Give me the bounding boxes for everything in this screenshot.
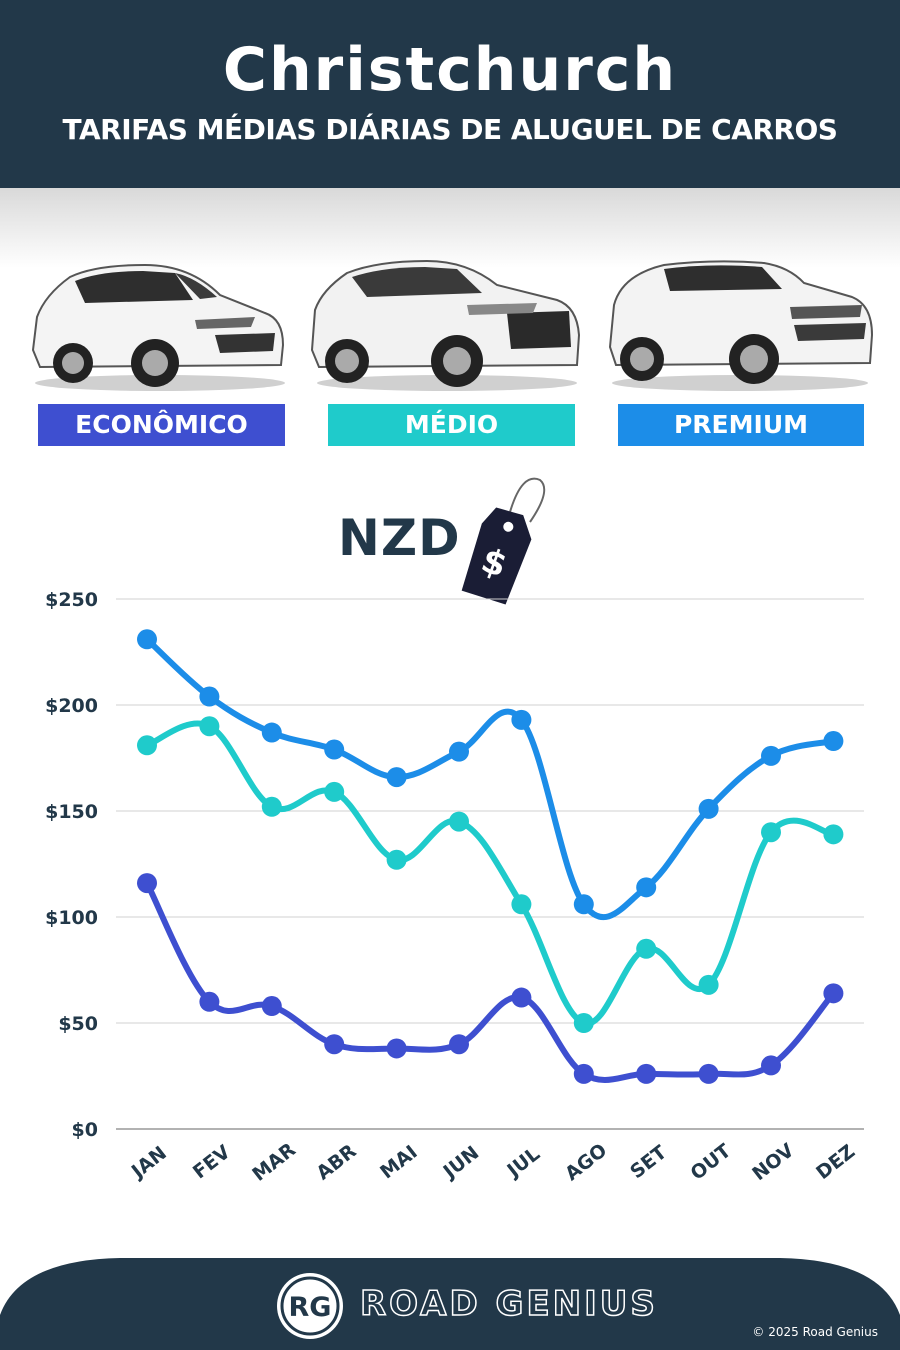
data-point	[324, 1034, 345, 1055]
data-point	[636, 938, 657, 959]
data-point	[386, 767, 407, 788]
data-point	[573, 1013, 594, 1033]
brand-name: ROAD GENIUS	[359, 1283, 658, 1325]
page-title: Christchurch	[222, 35, 678, 105]
data-point	[137, 735, 157, 756]
data-point	[449, 741, 469, 762]
data-point	[698, 974, 719, 995]
logo-text: RG	[289, 1292, 332, 1323]
y-tick-label: $150	[45, 801, 98, 823]
data-point	[324, 781, 345, 802]
data-point	[823, 731, 844, 752]
data-point	[324, 739, 345, 760]
data-point	[511, 709, 532, 730]
x-tick-label: MAI	[376, 1141, 422, 1183]
legend-midsize: MÉDIO	[328, 404, 575, 446]
footer	[0, 1258, 900, 1350]
data-point	[199, 686, 220, 707]
data-point	[761, 1055, 781, 1076]
line-chart: $0 $50 $100 $150 $200 $250 JAN FEV MAR ABR MAI JUN…	[45, 589, 864, 1186]
y-tick-label: $100	[45, 907, 98, 929]
data-point	[636, 877, 657, 898]
data-point	[761, 822, 781, 843]
data-point	[573, 894, 594, 915]
data-point	[137, 629, 157, 650]
y-tick-label: $50	[58, 1013, 98, 1035]
data-point	[511, 987, 532, 1008]
x-tick-label: ABR	[312, 1140, 360, 1185]
legend-premium-label: PREMIUM	[618, 404, 864, 446]
data-point	[573, 1063, 594, 1084]
data-point	[511, 894, 532, 915]
page-subtitle: TARIFAS MÉDIAS DIÁRIAS DE ALUGUEL DE CAR…	[62, 113, 838, 146]
data-point	[761, 745, 781, 766]
x-tick-label: OUT	[687, 1140, 736, 1185]
data-point	[199, 991, 220, 1012]
x-tick-label: NOV	[748, 1139, 798, 1185]
header: Christchurch TARIFAS MÉDIAS DIÁRIAS DE A…	[0, 0, 900, 188]
copyright: © 2025 Road Genius	[752, 1325, 878, 1339]
y-tick-label: $250	[45, 589, 98, 611]
legend-economy: ECONÔMICO	[38, 404, 285, 446]
x-tick-label: MAR	[248, 1139, 300, 1186]
data-point	[386, 849, 407, 870]
data-point	[261, 722, 282, 743]
y-tick-label: $200	[45, 695, 98, 717]
x-tick-label: JUN	[438, 1142, 483, 1184]
data-point	[698, 1063, 719, 1084]
premium-car-image	[604, 255, 876, 395]
x-tick-label: AGO	[561, 1139, 611, 1185]
series-line	[144, 880, 837, 1083]
midsize-car-image	[307, 255, 583, 395]
data-point	[261, 996, 282, 1017]
data-point	[199, 716, 220, 737]
data-point	[449, 1034, 469, 1055]
x-tick-label: SET	[626, 1141, 671, 1183]
data-point	[386, 1038, 407, 1059]
legend-midsize-label: MÉDIO	[328, 404, 575, 446]
x-tick-label: DEZ	[812, 1141, 859, 1185]
data-point	[823, 824, 844, 845]
data-point	[823, 983, 844, 1004]
series-line	[144, 720, 837, 1027]
x-tick-label: JUL	[502, 1143, 544, 1183]
legend-economy-label: ECONÔMICO	[38, 404, 285, 446]
data-point	[261, 796, 282, 817]
data-point	[137, 873, 157, 894]
price-tag-icon: $	[452, 470, 552, 609]
y-tick-label: $0	[72, 1119, 98, 1141]
x-tick-label: FEV	[189, 1141, 235, 1184]
x-tick-label: JAN	[126, 1142, 171, 1184]
legend-premium: PREMIUM	[618, 404, 864, 446]
economy-car-image	[25, 255, 287, 395]
data-point	[449, 811, 469, 832]
data-point	[636, 1063, 657, 1084]
currency-label: NZD	[338, 509, 461, 567]
header-shadow	[0, 188, 900, 268]
data-point	[698, 798, 719, 819]
road-genius-logo-icon: RG	[274, 1270, 346, 1346]
